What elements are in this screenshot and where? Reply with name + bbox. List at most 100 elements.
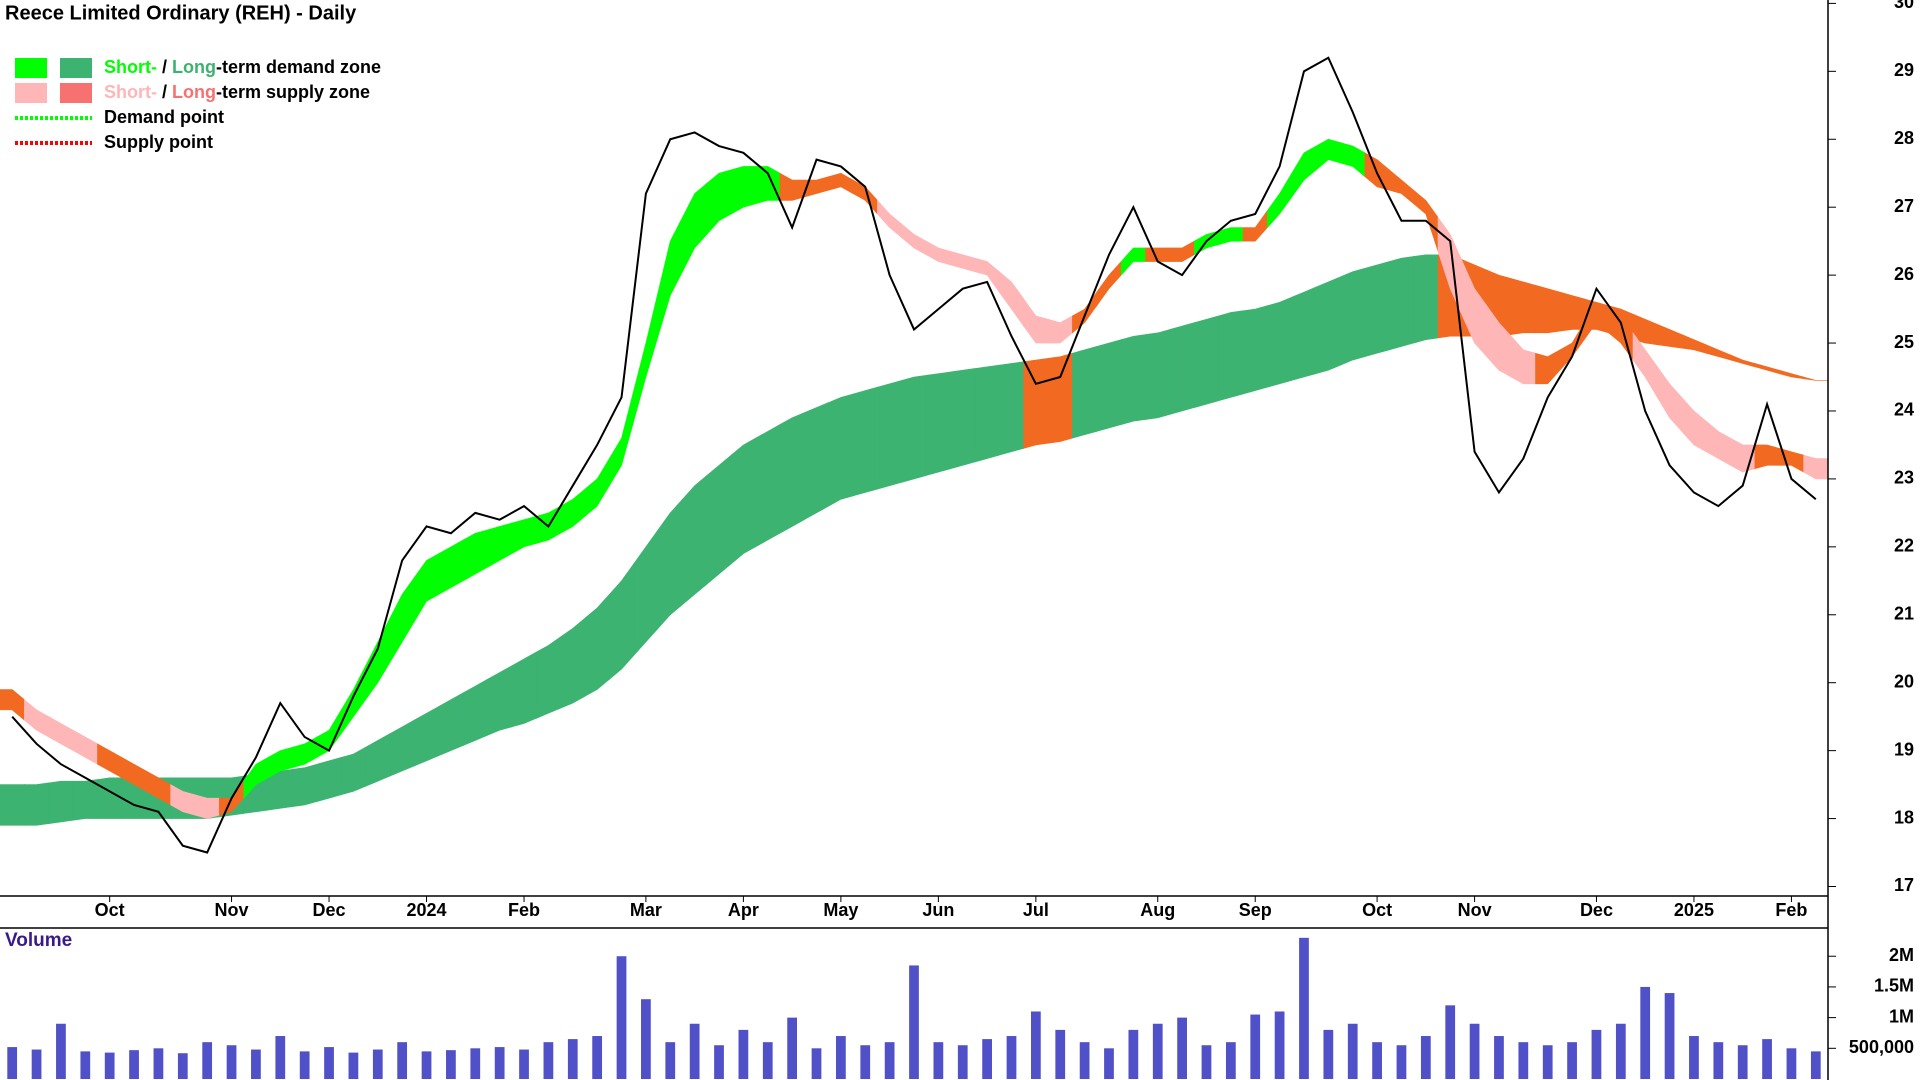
x-tick-label: Jul (1023, 900, 1049, 920)
volume-tick-label: 2M (1889, 945, 1914, 965)
volume-bar (1737, 1045, 1748, 1079)
x-tick-label: 2025 (1674, 900, 1714, 920)
zone-segment (194, 794, 220, 819)
y-tick-label: 17 (1894, 875, 1914, 895)
volume-bar (592, 1036, 603, 1079)
volume-bar (1006, 1036, 1017, 1079)
y-tick-label: 26 (1894, 264, 1914, 284)
volume-bar (80, 1051, 91, 1079)
y-tick-label: 24 (1894, 400, 1914, 420)
volume-bar (251, 1049, 261, 1079)
x-tick-label: Apr (728, 900, 759, 920)
volume-bar (1567, 1042, 1577, 1079)
volume-bar (1591, 1029, 1602, 1079)
volume-bar (1152, 1023, 1163, 1079)
x-tick-label: Aug (1140, 900, 1175, 920)
volume-bar (1518, 1042, 1529, 1079)
volume-bar (56, 1023, 66, 1079)
zone-segment (925, 371, 951, 476)
zone-segment (1364, 261, 1390, 358)
x-tick-label: Sep (1239, 900, 1272, 920)
zone-segment (48, 780, 74, 824)
zone-segment (1803, 376, 1828, 381)
volume-bar (836, 1036, 846, 1079)
volume-bar (1542, 1045, 1553, 1079)
volume-bar (689, 1023, 700, 1079)
zone-segment (1388, 256, 1414, 351)
y-tick-label: 20 (1894, 671, 1914, 691)
volume-bar (421, 1051, 432, 1079)
zone-segment (1145, 329, 1171, 420)
legend-text: Short- (104, 82, 157, 102)
volume-bar (348, 1052, 359, 1079)
volume-bar (1299, 937, 1309, 1079)
zone-segment (1315, 276, 1341, 375)
y-tick-label: 21 (1894, 604, 1914, 624)
volume-bar (787, 1017, 798, 1079)
zone-segment (682, 474, 708, 606)
legend-text: Short- (104, 57, 157, 77)
content: 17 18 19 20 21 22 23 24 25 26 27 28 29 30 Oct Nov Dec 202… (7, 0, 1914, 1079)
volume-bar (762, 1042, 773, 1079)
volume-bar (1274, 1011, 1285, 1079)
volume-bar (567, 1039, 578, 1079)
chart-title: Reece Limited Ordinary (REH) - Daily (5, 2, 357, 24)
legend-text: / (157, 82, 172, 102)
volume-bar (1079, 1042, 1090, 1079)
volume-bar (177, 1053, 188, 1079)
zone-segment (1510, 278, 1536, 335)
volume-bar (397, 1042, 408, 1079)
volume-bar (1128, 1029, 1139, 1079)
volume-tick-label: 500,000 (1849, 1037, 1914, 1057)
zone-segment (511, 651, 537, 728)
volume-tick-label: 1.5M (1874, 976, 1914, 996)
x-tick-label: Nov (1458, 900, 1492, 920)
volume-bar (7, 1047, 18, 1079)
zone-segment (755, 424, 781, 548)
volume-bar (1615, 1023, 1626, 1079)
zone-segment (1242, 305, 1268, 395)
legend-text: / (157, 57, 172, 77)
zone-segment (1535, 284, 1561, 334)
volume-bar (153, 1048, 164, 1079)
zone-segment (1340, 267, 1366, 366)
volume-bar (1055, 1029, 1066, 1079)
y-tick-label: 22 (1894, 536, 1914, 556)
legend-text: Supply point (104, 132, 213, 152)
legend-text: Long (172, 57, 216, 77)
zone-segment (1267, 296, 1293, 388)
volume-bar (1664, 993, 1675, 1079)
volume-bar (1323, 1029, 1334, 1079)
volume-bar (1347, 1023, 1358, 1079)
x-tick-label: Oct (1362, 900, 1392, 920)
y-tick-label: 18 (1894, 807, 1914, 827)
volume-tick-label: 1M (1889, 1006, 1914, 1026)
zone-segment (1096, 339, 1122, 432)
zone-segment (1120, 334, 1146, 425)
volume-title: Volume (5, 930, 72, 951)
zone-segment (97, 777, 123, 819)
zone-segment (1559, 291, 1585, 332)
zone-segment (292, 763, 318, 808)
legend-swatch (60, 83, 92, 103)
zone-segment (24, 782, 50, 826)
zone-segment (999, 361, 1024, 456)
volume-bar (933, 1042, 944, 1079)
zone-segment (1169, 322, 1195, 415)
x-tick-label: May (823, 900, 858, 920)
volume-bar (1250, 1014, 1261, 1079)
volume-bar (1420, 1036, 1431, 1079)
volume-bar (1640, 986, 1651, 1079)
volume-bar (1225, 1042, 1236, 1079)
volume-bar (909, 965, 919, 1079)
zone-segment (1754, 444, 1780, 470)
legend-text: -term demand zone (216, 57, 381, 77)
volume-bar (470, 1048, 481, 1079)
x-tick-label: Mar (630, 900, 662, 920)
volume-bar (226, 1045, 237, 1079)
y-tick-label: 30 (1894, 0, 1914, 12)
zone-segment (72, 779, 98, 821)
zone-segment (730, 437, 756, 565)
volume-bar (1810, 1051, 1821, 1079)
zone-segment (316, 757, 342, 802)
